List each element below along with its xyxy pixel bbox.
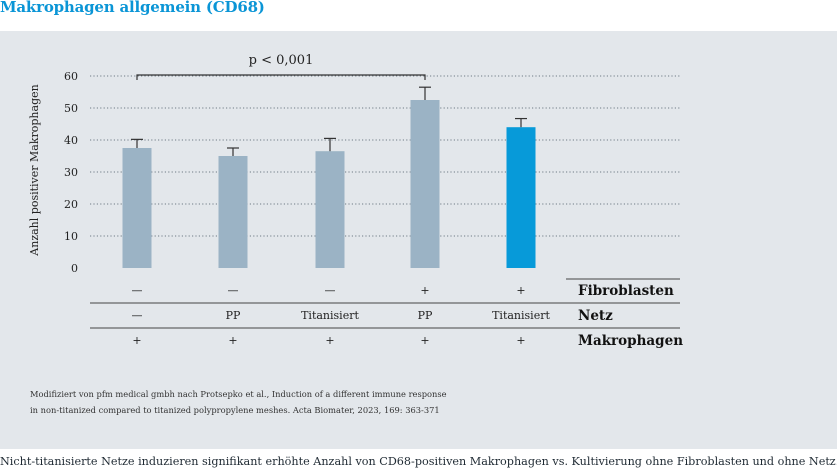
table-cell: +: [420, 334, 429, 347]
table-row-label: Netz: [578, 308, 613, 324]
y-tick-label: 60: [64, 70, 78, 83]
bar: [506, 127, 536, 268]
bar: [218, 156, 248, 268]
table-cell: —: [228, 284, 239, 297]
significance-bracket: [136, 74, 426, 80]
bar: [410, 100, 440, 268]
y-tick-label: 0: [71, 262, 78, 275]
source-line-1: Modifiziert von pfm medical gmbh nach Pr…: [30, 389, 447, 399]
bar: [315, 151, 345, 268]
table-cell: +: [516, 284, 525, 297]
y-tick-label: 10: [64, 230, 78, 243]
y-tick-label: 50: [64, 102, 78, 115]
table-row-label: Makrophagen: [578, 333, 683, 349]
table-cell: PP: [226, 309, 241, 322]
y-axis-label: Anzahl positiver Makrophagen: [28, 84, 41, 256]
figure-caption: Nicht-titanisierte Netze induzieren sign…: [0, 455, 837, 468]
source-note: Modifiziert von pfm medical gmbh nach Pr…: [30, 386, 447, 418]
y-tick-label: 20: [64, 198, 78, 211]
y-tick-label: 30: [64, 166, 78, 179]
table-cell: +: [132, 334, 141, 347]
table-cell: —: [132, 284, 143, 297]
bar: [122, 148, 152, 268]
table-cell: +: [420, 284, 429, 297]
source-line-2: in non-titanized compared to titanized p…: [30, 405, 440, 415]
table-cell: —: [325, 284, 336, 297]
table-cell: PP: [418, 309, 433, 322]
significance-label: p < 0,001: [249, 53, 314, 68]
table-cell: —: [132, 309, 143, 322]
table-cell: Titanisiert: [301, 309, 359, 322]
y-tick-label: 40: [64, 134, 78, 147]
table-cell: Titanisiert: [492, 309, 550, 322]
table-row-label: Fibroblasten: [578, 283, 674, 299]
table-cell: +: [325, 334, 334, 347]
table-cell: +: [516, 334, 525, 347]
table-cell: +: [228, 334, 237, 347]
chart-title: Makrophagen allgemein (CD68): [0, 0, 265, 16]
